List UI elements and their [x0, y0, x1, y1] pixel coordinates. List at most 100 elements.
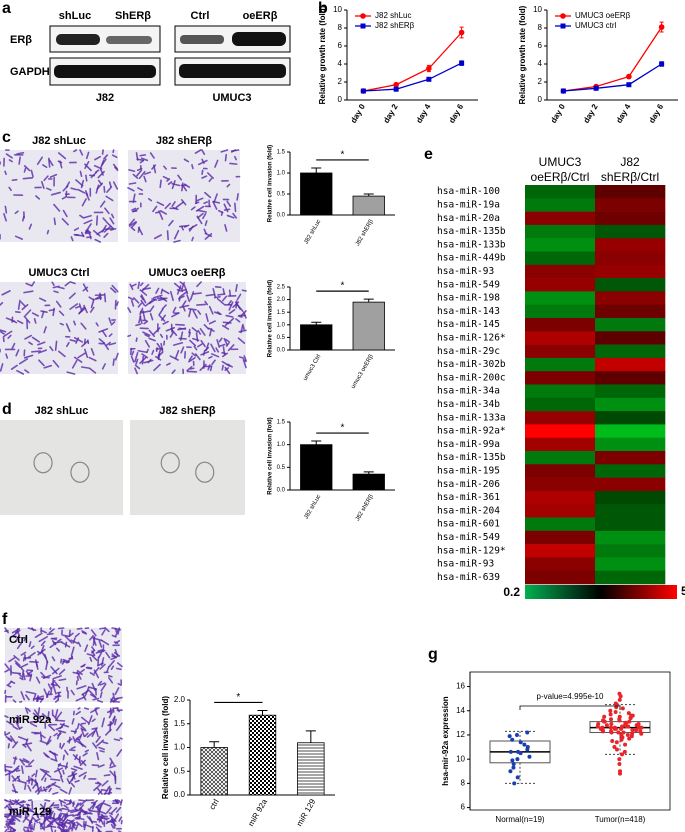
- bar: [352, 473, 385, 491]
- cell: [6, 684, 12, 688]
- cell: [43, 688, 49, 698]
- cell: [101, 363, 106, 370]
- spheroid: [160, 452, 180, 474]
- whisker: [505, 730, 535, 741]
- cell: [103, 774, 111, 777]
- cell: [100, 813, 106, 819]
- cell: [14, 210, 19, 215]
- cell: [62, 185, 69, 192]
- cell: [45, 784, 51, 789]
- cell: [7, 743, 10, 749]
- y-tick-label: 1.5: [277, 150, 286, 156]
- cell: [83, 219, 93, 225]
- cell: [183, 224, 190, 228]
- cell: [147, 358, 152, 364]
- data-point: [595, 724, 600, 729]
- data-point: [518, 751, 523, 756]
- cell: [205, 293, 216, 297]
- cell: [101, 780, 109, 787]
- cell: [97, 699, 104, 703]
- x-tick-label: day 6: [447, 102, 465, 125]
- cell: [69, 339, 77, 342]
- cell: [226, 183, 231, 188]
- cell: [92, 229, 101, 237]
- y-tick-label: 8: [338, 23, 343, 32]
- cell: [33, 317, 37, 324]
- cell: [143, 175, 147, 183]
- data-point: [623, 742, 628, 747]
- cell: [61, 196, 67, 200]
- data-point: [525, 747, 530, 752]
- cell: [10, 680, 16, 684]
- y-tick-label: 2.0: [277, 297, 286, 303]
- cell: [168, 219, 174, 227]
- cell: [100, 168, 104, 176]
- cell: [89, 693, 97, 699]
- cell: [135, 337, 138, 342]
- cell: [152, 327, 161, 335]
- cell: [52, 714, 59, 721]
- cell: [221, 324, 230, 330]
- cell: [97, 680, 103, 686]
- significance-bracket: [519, 705, 621, 710]
- heat-cell: [525, 451, 596, 465]
- x-tick-label: day 2: [582, 102, 600, 125]
- cell: [71, 770, 76, 776]
- cell: [203, 228, 208, 235]
- cell: [151, 349, 155, 355]
- data-point: [617, 762, 622, 766]
- heat-cell: [595, 357, 666, 372]
- y-tick-label: 14: [456, 706, 465, 715]
- blot-band: [54, 65, 156, 78]
- cell: [108, 342, 117, 346]
- cell: [110, 287, 117, 294]
- cell: [172, 206, 179, 211]
- cell: [78, 804, 85, 811]
- cell: [61, 641, 71, 648]
- cell: [228, 309, 236, 315]
- data-point: [618, 694, 623, 699]
- cell: [35, 697, 44, 701]
- cell: [192, 292, 202, 295]
- cell: [109, 721, 113, 727]
- cell: [83, 812, 92, 816]
- cell: [117, 627, 121, 635]
- significance-label: *: [341, 281, 345, 292]
- cell: [95, 736, 101, 743]
- cell: [13, 655, 20, 661]
- cell: [176, 289, 184, 293]
- cell: [14, 660, 21, 667]
- y-tick-label: 16: [456, 682, 465, 691]
- cell: [116, 749, 123, 757]
- cell: [49, 173, 58, 178]
- heat-cell: [525, 304, 596, 319]
- cell: [105, 818, 114, 825]
- cell: [89, 306, 95, 313]
- cell: [90, 347, 95, 356]
- cell: [81, 716, 90, 724]
- cell: [37, 341, 46, 346]
- cell: [76, 669, 83, 676]
- image-bg: [130, 420, 245, 515]
- cell: [95, 215, 99, 226]
- cell: [77, 641, 82, 647]
- data-point: [518, 740, 523, 745]
- cell: [141, 353, 149, 359]
- image-bg: [0, 150, 118, 242]
- cell: [111, 655, 117, 658]
- point: [626, 82, 632, 88]
- y-tick-label: 2.5: [277, 285, 286, 291]
- cell: [53, 290, 59, 294]
- cell: [228, 301, 234, 311]
- cell: [108, 711, 114, 719]
- cell: [61, 823, 66, 832]
- cell: [96, 662, 104, 667]
- cell: [71, 359, 78, 369]
- cell: [131, 350, 135, 356]
- cell: [127, 186, 135, 192]
- data-point: [627, 736, 632, 741]
- cell: [54, 681, 61, 689]
- colorbar: [525, 585, 677, 599]
- cell: [0, 301, 4, 306]
- cell: [12, 741, 19, 749]
